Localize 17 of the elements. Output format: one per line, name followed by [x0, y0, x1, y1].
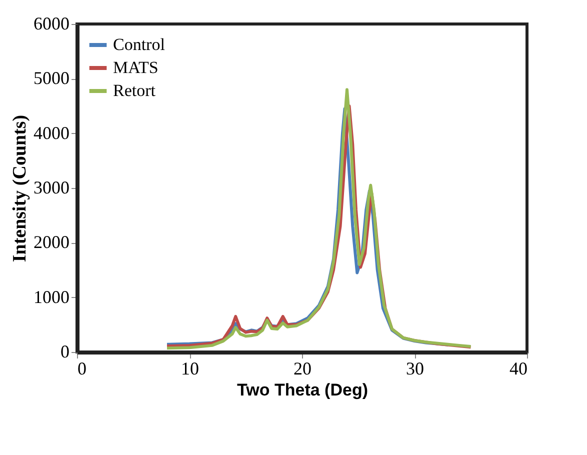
x-tick-label: 0 — [78, 358, 86, 378]
y-axis-title: Intensity (Counts) — [10, 114, 30, 262]
y-tick-label: 4000 — [34, 122, 70, 143]
legend-label: MATS — [113, 58, 158, 77]
x-tick-label: 20 — [294, 358, 312, 378]
y-tick-label: 3000 — [34, 178, 70, 198]
legend-label: Retort — [113, 81, 156, 100]
y-tick-label: 0 — [60, 342, 70, 362]
x-axis-title: Two Theta (Deg) — [237, 380, 368, 400]
legend-label: Control — [113, 35, 166, 54]
x-tick-label: 40 — [510, 358, 528, 378]
x-tick-label: 10 — [181, 358, 199, 378]
y-tick-label: 1000 — [34, 286, 70, 307]
y-tick-label: 2000 — [34, 232, 70, 252]
y-tick-label: 5000 — [34, 68, 70, 88]
x-tick-label: 30 — [406, 358, 424, 378]
y-tick-label: 6000 — [34, 14, 70, 34]
